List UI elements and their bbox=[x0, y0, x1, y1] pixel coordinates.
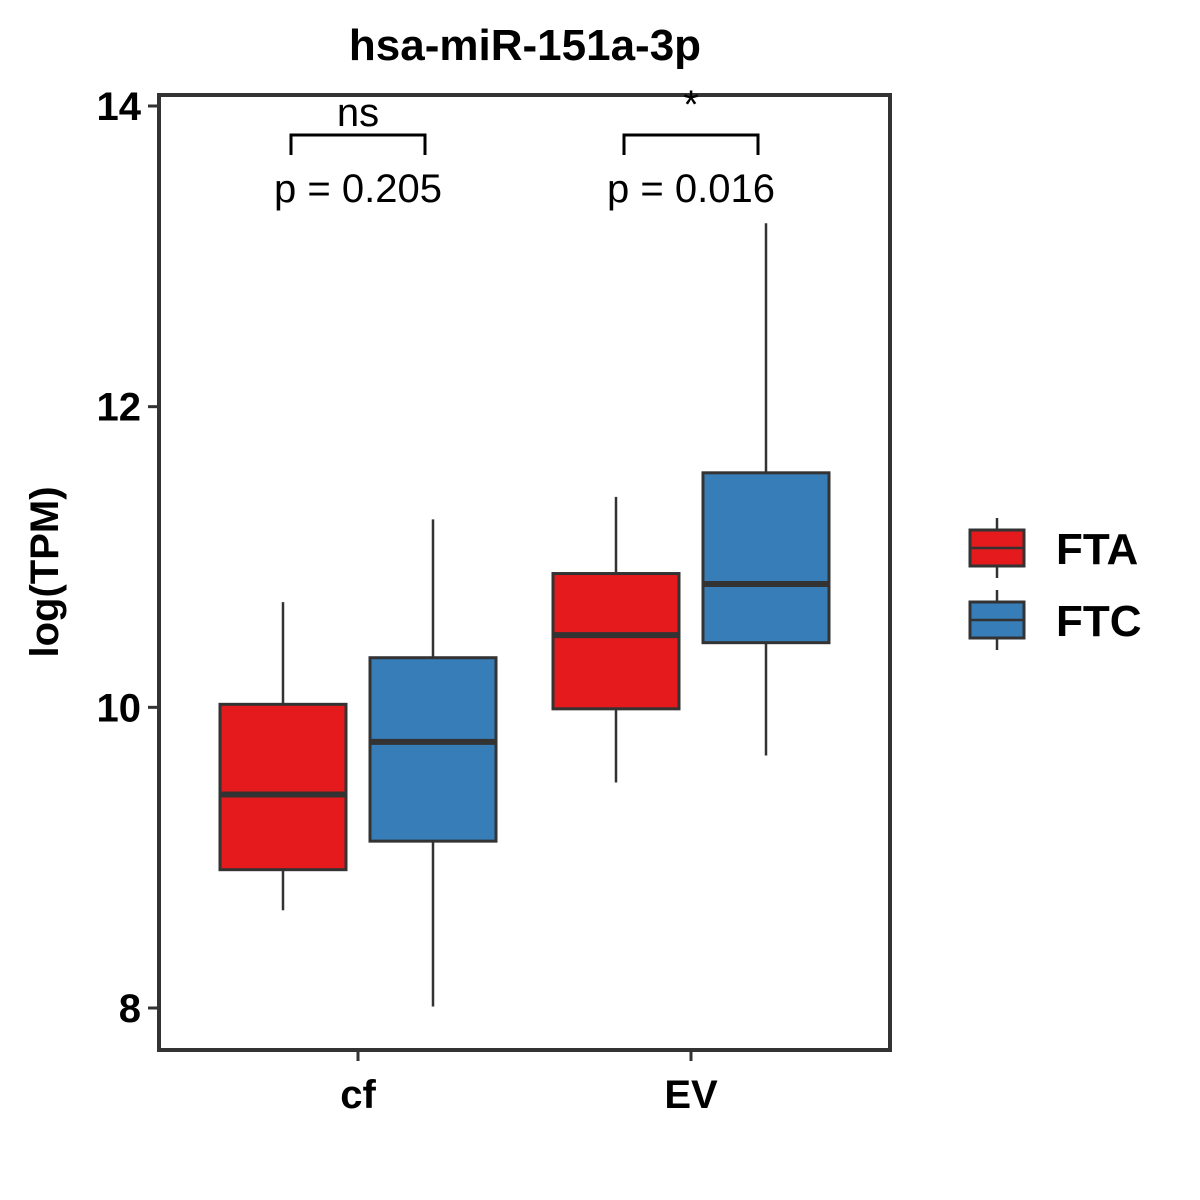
y-tick-label: 8 bbox=[119, 987, 141, 1031]
panel-border bbox=[157, 93, 892, 1052]
legend: FTA FTC bbox=[968, 518, 1142, 650]
significance-label: * bbox=[683, 83, 699, 127]
y-tick-label: 12 bbox=[97, 386, 142, 430]
x-tick-label: cf bbox=[340, 1073, 376, 1117]
legend-entry-FTC: FTC bbox=[968, 590, 1142, 650]
box-body bbox=[701, 471, 831, 645]
chart-title: hsa-miR-151a-3p bbox=[349, 21, 701, 70]
bracket-line bbox=[622, 133, 760, 155]
p-value-label: p = 0.205 bbox=[274, 167, 442, 211]
x-tick-label: EV bbox=[664, 1073, 718, 1117]
bracket-line bbox=[289, 133, 427, 155]
plot-area: 8 10 12 14 cf EV ns p = 0.205 * p = 0.016 bbox=[97, 83, 892, 1117]
y-tick-label: 14 bbox=[97, 85, 142, 129]
significance-bracket-EV: * p = 0.016 bbox=[607, 83, 775, 211]
box-FTC-cf bbox=[368, 519, 498, 1007]
legend-label: FTC bbox=[1056, 597, 1142, 646]
significance-label: ns bbox=[337, 91, 379, 135]
y-tick-label: 10 bbox=[97, 686, 142, 730]
box-FTA-EV bbox=[551, 496, 681, 783]
box-FTA-cf bbox=[218, 602, 348, 911]
box-body bbox=[368, 656, 498, 843]
box-body bbox=[218, 702, 348, 872]
legend-label: FTA bbox=[1056, 525, 1138, 574]
p-value-label: p = 0.016 bbox=[607, 167, 775, 211]
box-body bbox=[551, 572, 681, 711]
box-FTC-EV bbox=[701, 223, 831, 756]
significance-bracket-cf: ns p = 0.205 bbox=[274, 91, 442, 211]
legend-entry-FTA: FTA bbox=[968, 518, 1138, 578]
y-axis-title: log(TPM) bbox=[23, 486, 67, 657]
